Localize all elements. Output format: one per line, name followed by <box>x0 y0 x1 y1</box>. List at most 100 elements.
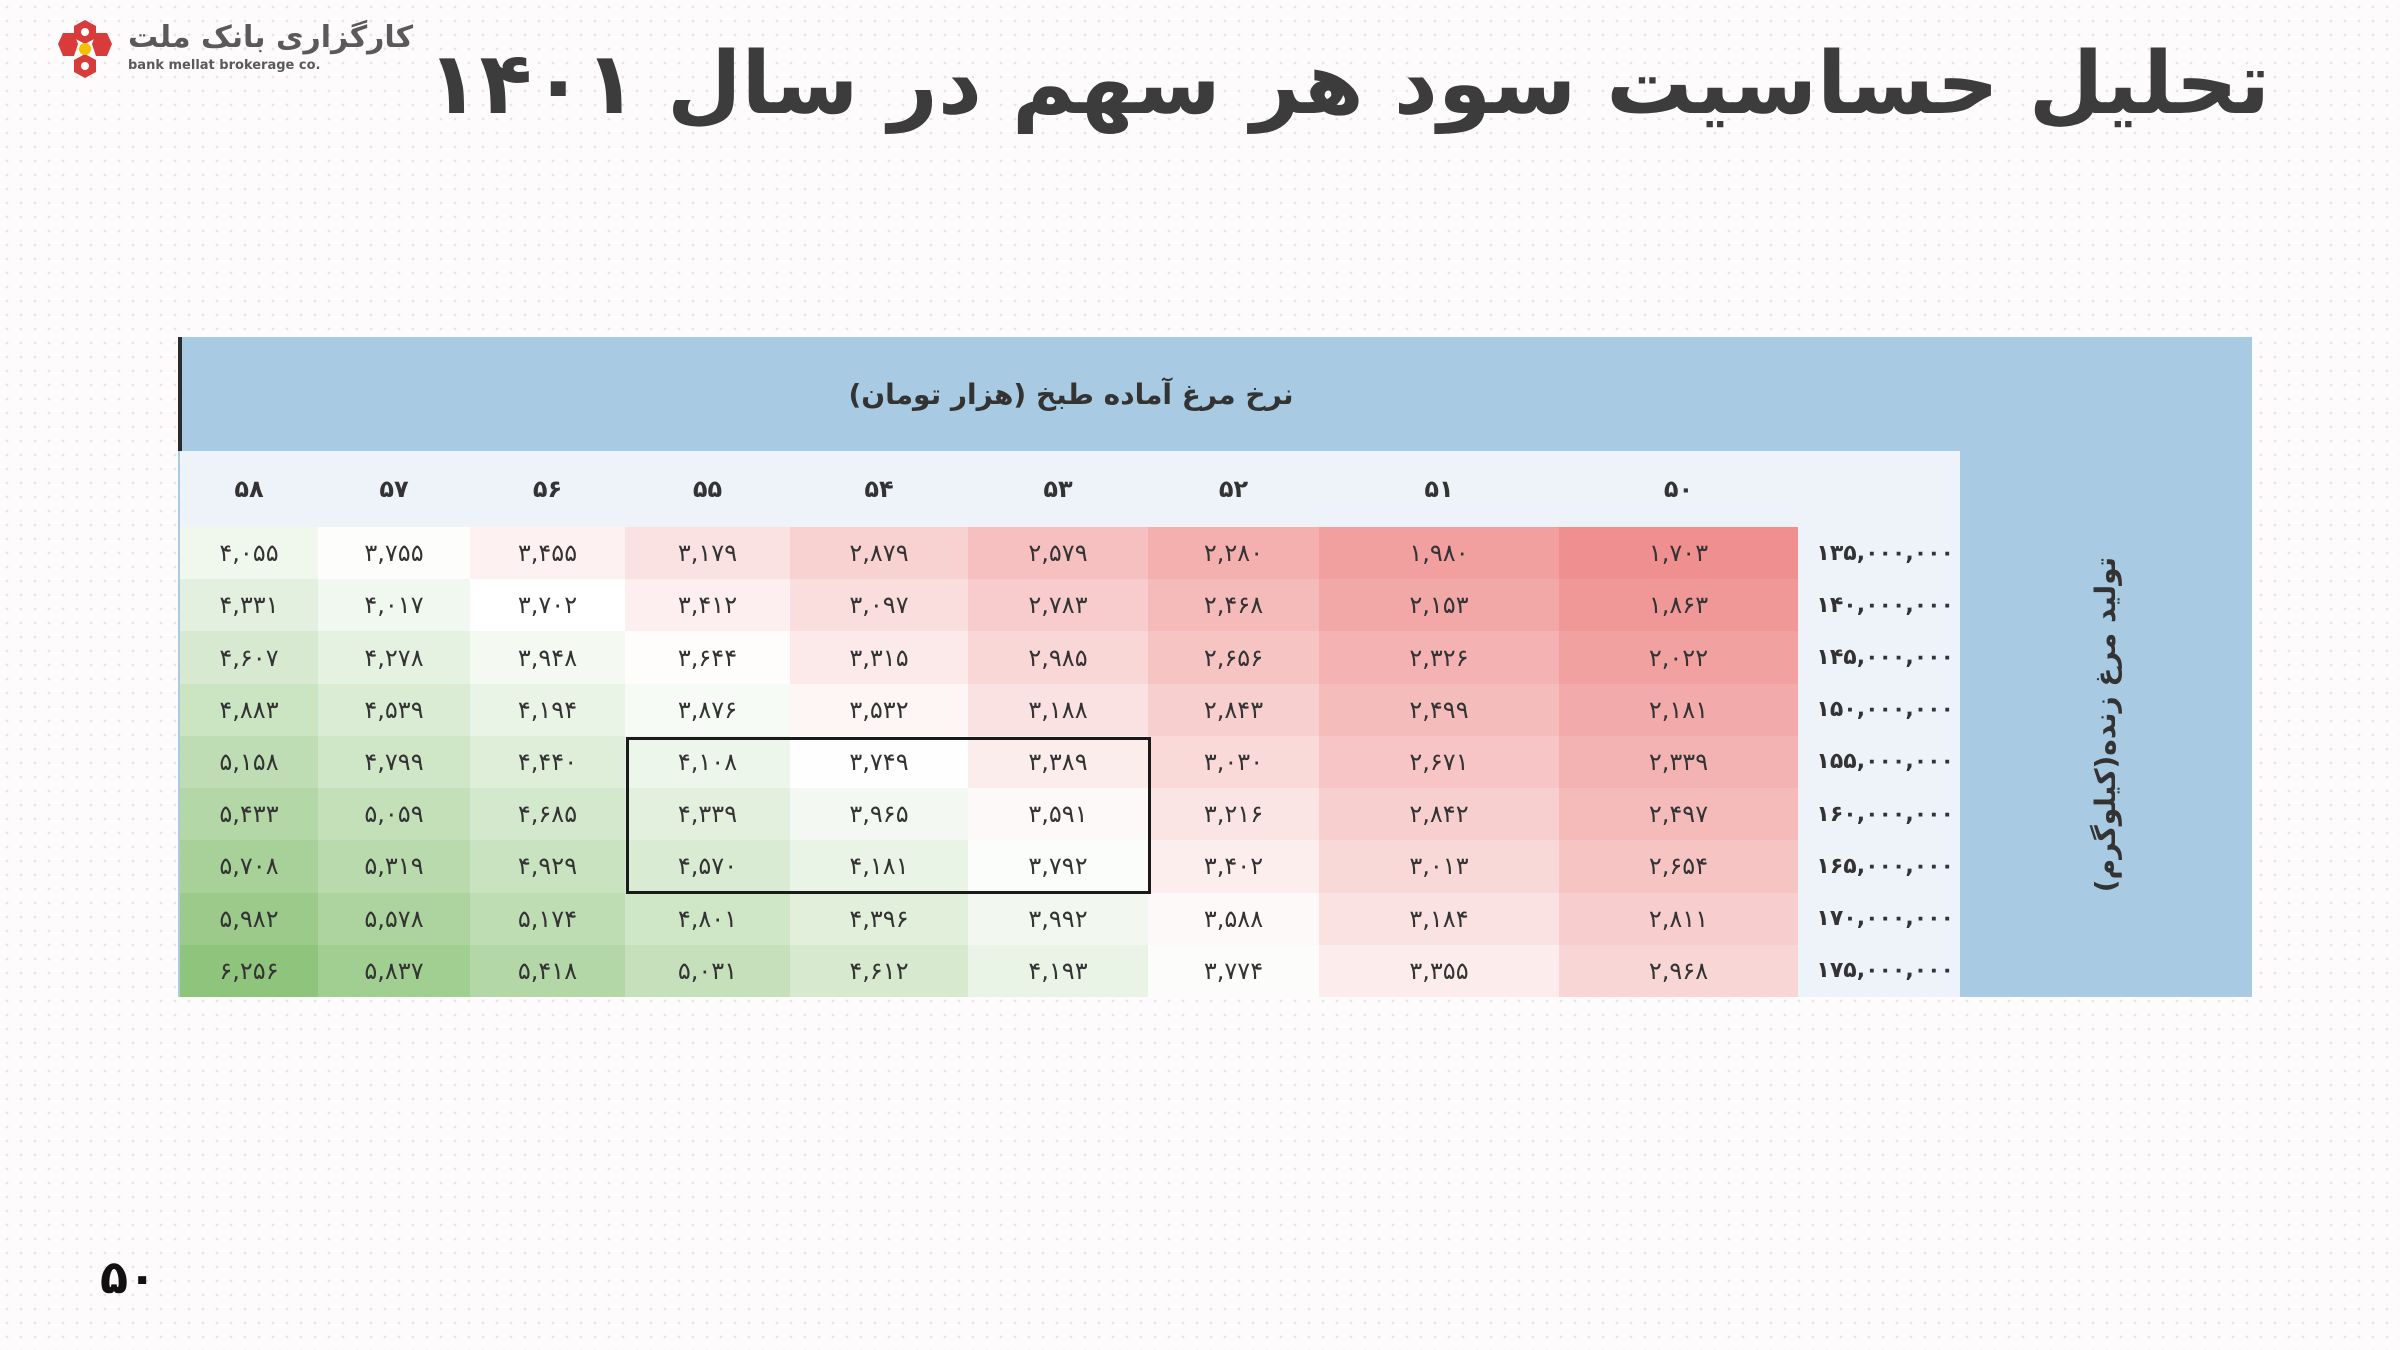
value-cell: ۲,۵۷۹ <box>968 527 1148 580</box>
value-cell: ۴,۱۸۱ <box>790 840 968 893</box>
value-cell: ۴,۶۱۲ <box>790 944 968 997</box>
value-cell: ۳,۷۹۲ <box>968 840 1148 893</box>
column-label: ۵۳ <box>1043 475 1073 503</box>
value-cell: ۳,۱۷۹ <box>625 527 790 580</box>
row-label: ۱۷۵,۰۰۰,۰۰۰ <box>1816 958 1954 984</box>
value-cell: ۴,۱۰۸ <box>625 735 790 789</box>
column-label: ۵۱ <box>1424 475 1454 503</box>
value-cell: ۳,۵۹۱ <box>968 788 1148 841</box>
value-cell: ۳,۰۱۳ <box>1319 840 1559 893</box>
value-cell: ۲,۹۶۸ <box>1559 944 1798 997</box>
value-cell: ۴,۲۷۸ <box>318 631 470 684</box>
value-cell: ۴,۵۷۰ <box>625 840 790 893</box>
row-header-title: تولید مرغ زنده(کیلوگرم) <box>2089 556 2123 892</box>
value-cell: ۳,۰۹۷ <box>790 579 968 632</box>
brand-name-fa: کارگزاری بانک ملت <box>128 20 414 55</box>
value-cell: ۱,۸۶۳ <box>1559 579 1798 632</box>
row-label: ۱۵۵,۰۰۰,۰۰۰ <box>1816 749 1954 775</box>
row-label: ۱۶۵,۰۰۰,۰۰۰ <box>1816 853 1954 879</box>
value-cell: ۲,۷۸۳ <box>968 579 1148 632</box>
column-label: ۵۵ <box>692 475 723 503</box>
value-cell: ۳,۱۸۸ <box>968 683 1148 736</box>
row-label: ۱۷۰,۰۰۰,۰۰۰ <box>1816 906 1954 932</box>
brand-name-en: bank mellat brokerage co. <box>128 58 321 73</box>
value-cell: ۴,۸۸۳ <box>180 683 318 736</box>
row-label: ۱۴۵,۰۰۰,۰۰۰ <box>1816 645 1954 671</box>
value-cell: ۳,۷۰۲ <box>470 579 625 632</box>
row-header-container: تولید مرغ زنده(کیلوگرم) <box>1960 451 2252 997</box>
value-cell: ۳,۹۶۵ <box>790 788 968 841</box>
value-cell: ۵,۳۱۹ <box>318 840 470 893</box>
value-cell: ۴,۹۲۹ <box>470 840 625 893</box>
value-cell: ۲,۱۸۱ <box>1559 683 1798 736</box>
value-cell: ۴,۱۹۳ <box>968 944 1148 997</box>
value-cell: ۲,۸۴۲ <box>1319 788 1559 841</box>
value-cell: ۴,۱۹۴ <box>470 683 625 736</box>
value-cell: ۲,۴۶۸ <box>1148 579 1319 632</box>
value-cell: ۳,۵۸۸ <box>1148 892 1319 945</box>
sensitivity-table: ۵۸ ۵۷ ۵۶ ۵۵ ۵۴ ۵۳ ۵۲ ۵۱ ۵۰ ۴,۰۵۵ ۳,۷۵۵ ۳,۴۵۵ ۳,۱۷۹ ۲,… <box>180 451 1960 997</box>
value-cell: ۴,۶۰۷ <box>180 631 318 684</box>
value-cell: ۲,۸۱۱ <box>1559 892 1798 945</box>
value-cell: ۳,۱۸۴ <box>1319 892 1559 945</box>
value-cell: ۳,۴۵۵ <box>470 527 625 580</box>
value-cell: ۲,۸۴۳ <box>1148 683 1319 736</box>
value-cell: ۳,۹۹۲ <box>968 892 1148 945</box>
value-cell: ۶,۲۵۶ <box>180 944 318 997</box>
value-cell: ۴,۳۳۹ <box>625 788 790 841</box>
value-cell: ۲,۸۷۹ <box>790 527 968 580</box>
value-cell: ۳,۴۱۲ <box>625 579 790 632</box>
column-label: ۵۷ <box>379 475 409 503</box>
value-cell: ۲,۹۸۵ <box>968 631 1148 684</box>
value-cell: ۳,۲۱۶ <box>1148 788 1319 841</box>
value-cell: ۳,۸۷۶ <box>625 683 790 736</box>
row-label: ۱۵۰,۰۰۰,۰۰۰ <box>1816 697 1954 723</box>
value-cell: ۲,۶۷۱ <box>1319 735 1559 789</box>
value-cell: ۳,۳۸۹ <box>968 735 1148 789</box>
page-title: تحلیل حساسیت سود هر سهم در سال ۱۴۰۱ <box>427 34 2270 134</box>
value-cell: ۳,۳۵۵ <box>1319 944 1559 997</box>
value-cell: ۲,۲۸۰ <box>1148 527 1319 580</box>
column-label: ۵۰ <box>1663 475 1694 503</box>
column-header-title: نرخ مرغ آماده طبخ (هزار تومان) <box>848 377 1294 411</box>
value-cell: ۵,۴۳۳ <box>180 788 318 841</box>
value-cell: ۳,۷۴۹ <box>790 735 968 789</box>
value-cell: ۴,۳۳۱ <box>180 579 318 632</box>
value-cell: ۳,۷۷۴ <box>1148 944 1319 997</box>
value-cell: ۵,۱۵۸ <box>180 735 318 789</box>
column-label: ۵۶ <box>532 475 563 503</box>
value-cell: ۴,۶۸۵ <box>470 788 625 841</box>
value-cell: ۳,۳۱۵ <box>790 631 968 684</box>
value-cell: ۴,۸۰۱ <box>625 892 790 945</box>
value-cell: ۴,۴۴۰ <box>470 735 625 789</box>
value-cell: ۲,۳۲۶ <box>1319 631 1559 684</box>
value-cell: ۴,۰۱۷ <box>318 579 470 632</box>
value-cell: ۵,۸۳۷ <box>318 944 470 997</box>
row-label: ۱۶۰,۰۰۰,۰۰۰ <box>1816 801 1954 827</box>
value-cell: ۵,۰۳۱ <box>625 944 790 997</box>
column-label: ۵۸ <box>234 475 264 503</box>
value-cell: ۴,۰۵۵ <box>180 527 318 580</box>
value-cell: ۱,۹۸۰ <box>1319 527 1559 580</box>
value-cell: ۲,۶۵۶ <box>1148 631 1319 684</box>
value-cell: ۴,۵۳۹ <box>318 683 470 736</box>
value-cell: ۳,۹۴۸ <box>470 631 625 684</box>
value-cell: ۳,۷۵۵ <box>318 527 470 580</box>
value-cell: ۴,۳۹۶ <box>790 892 968 945</box>
value-cell: ۵,۹۸۲ <box>180 892 318 945</box>
value-cell: ۲,۳۳۹ <box>1559 735 1798 789</box>
value-cell: ۴,۷۹۹ <box>318 735 470 789</box>
column-label: ۵۲ <box>1218 475 1249 503</box>
value-cell: ۲,۴۹۹ <box>1319 683 1559 736</box>
row-label: ۱۳۵,۰۰۰,۰۰۰ <box>1816 540 1954 566</box>
corner-cell <box>1798 451 1960 527</box>
value-cell: ۵,۰۵۹ <box>318 788 470 841</box>
brand-logo: کارگزاری بانک ملت bank mellat brokerage … <box>52 16 413 86</box>
value-cell: ۵,۴۱۸ <box>470 944 625 997</box>
row-label: ۱۴۰,۰۰۰,۰۰۰ <box>1816 592 1954 618</box>
value-cell: ۳,۶۴۴ <box>625 631 790 684</box>
value-cell: ۵,۷۰۸ <box>180 840 318 893</box>
table-accent-bar <box>178 337 182 451</box>
logo-mark-icon <box>58 20 112 78</box>
value-cell: ۵,۱۷۴ <box>470 892 625 945</box>
